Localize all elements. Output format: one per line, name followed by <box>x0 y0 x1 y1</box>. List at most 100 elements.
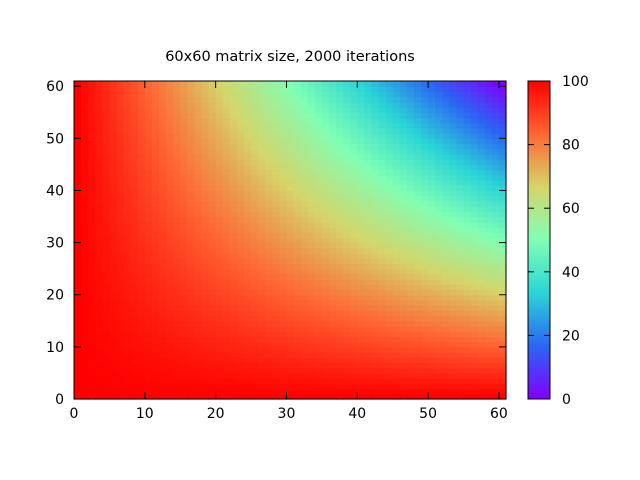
heatmap-cell <box>321 336 330 343</box>
heatmap-cell <box>173 320 181 327</box>
heatmap-cell <box>222 289 231 296</box>
heatmap-cell <box>463 190 472 197</box>
heatmap-cell <box>491 122 500 129</box>
heatmap-cell <box>371 169 380 176</box>
heatmap-cell <box>491 127 500 134</box>
heatmap-cell <box>151 143 160 150</box>
heatmap-cell <box>449 378 458 384</box>
heatmap-cell <box>187 211 195 218</box>
heatmap-cell <box>272 174 280 181</box>
heatmap-cell <box>81 91 89 98</box>
heatmap-cell <box>137 211 146 218</box>
heatmap-cell <box>413 169 422 176</box>
y-tick-label: 10 <box>46 340 64 356</box>
heatmap-cell <box>286 122 295 129</box>
heatmap-cell <box>321 216 330 223</box>
heatmap-cell <box>286 195 295 202</box>
heatmap-cell <box>314 263 323 270</box>
heatmap-cell <box>421 159 429 166</box>
heatmap-cell <box>328 336 337 343</box>
heatmap-cell <box>123 107 132 113</box>
heatmap-cell <box>236 284 245 291</box>
heatmap-cell <box>222 96 231 103</box>
heatmap-cell <box>272 263 280 270</box>
heatmap-cell <box>130 279 139 285</box>
heatmap-cell <box>109 383 118 390</box>
heatmap-cell <box>484 237 493 244</box>
heatmap-cell <box>158 346 167 353</box>
heatmap-cell <box>187 107 195 113</box>
heatmap-cell <box>498 159 507 166</box>
heatmap-cell <box>166 393 174 400</box>
heatmap-cell <box>137 200 146 207</box>
heatmap-cell <box>102 362 111 369</box>
heatmap-cell <box>144 341 153 348</box>
heatmap-cell <box>477 226 486 233</box>
heatmap-cell <box>180 122 188 129</box>
heatmap-cell <box>477 247 486 254</box>
heatmap-cell <box>166 180 174 186</box>
heatmap-cell <box>258 96 266 103</box>
heatmap-cell <box>371 164 380 171</box>
heatmap-cell <box>442 279 450 285</box>
heatmap-cell <box>130 247 139 254</box>
heatmap-cell <box>463 263 472 270</box>
heatmap-cell <box>88 91 96 98</box>
heatmap-cell <box>406 372 415 379</box>
heatmap-cell <box>88 143 96 150</box>
heatmap-cell <box>272 237 280 244</box>
heatmap-cell <box>343 284 351 291</box>
heatmap-cell <box>470 326 479 332</box>
heatmap-cell <box>201 258 210 265</box>
heatmap-cell <box>343 221 351 228</box>
heatmap-cell <box>102 393 111 400</box>
heatmap-cell <box>222 174 231 181</box>
heatmap-cell <box>251 107 259 113</box>
heatmap-cell <box>364 393 373 400</box>
heatmap-cell <box>279 153 288 160</box>
heatmap-cell <box>151 138 160 145</box>
heatmap-cell <box>449 200 458 207</box>
heatmap-cell <box>371 216 380 223</box>
heatmap-cell <box>151 289 160 296</box>
heatmap-cell <box>236 310 245 317</box>
heatmap-cell <box>151 107 160 113</box>
heatmap-cell <box>470 294 479 301</box>
heatmap-cell <box>385 320 394 327</box>
heatmap-cell <box>371 352 380 358</box>
heatmap-cell <box>449 362 458 369</box>
heatmap-cell <box>421 346 429 353</box>
heatmap-cell <box>392 357 401 364</box>
heatmap-cell <box>201 107 210 113</box>
x-tick-label: 60 <box>490 406 508 422</box>
heatmap-cell <box>88 159 96 166</box>
heatmap-cell <box>109 273 118 280</box>
heatmap-cell <box>463 159 472 166</box>
heatmap-cell <box>158 315 167 322</box>
heatmap-cell <box>74 200 82 207</box>
heatmap-cell <box>364 279 373 285</box>
heatmap-cell <box>343 117 351 124</box>
heatmap-cell <box>144 299 153 306</box>
heatmap-cell <box>463 378 472 384</box>
heatmap-cell <box>95 310 103 317</box>
heatmap-cell <box>116 279 125 285</box>
heatmap-cell <box>470 268 479 275</box>
heatmap-cell <box>180 153 188 160</box>
heatmap-cell <box>293 284 302 291</box>
heatmap-cell <box>180 226 188 233</box>
heatmap-cell <box>321 143 330 150</box>
heatmap-cell <box>491 320 500 327</box>
heatmap-cell <box>180 148 188 155</box>
heatmap-cell <box>81 242 89 249</box>
heatmap-cell <box>81 174 89 181</box>
heatmap-cell <box>314 289 323 296</box>
heatmap-cell <box>144 315 153 322</box>
heatmap-cell <box>215 211 224 218</box>
heatmap-cell <box>428 200 436 207</box>
heatmap-cell <box>272 195 280 202</box>
heatmap-cell <box>421 190 429 197</box>
heatmap-cell <box>300 253 309 259</box>
heatmap-cell <box>180 273 188 280</box>
heatmap-cell <box>378 341 387 348</box>
